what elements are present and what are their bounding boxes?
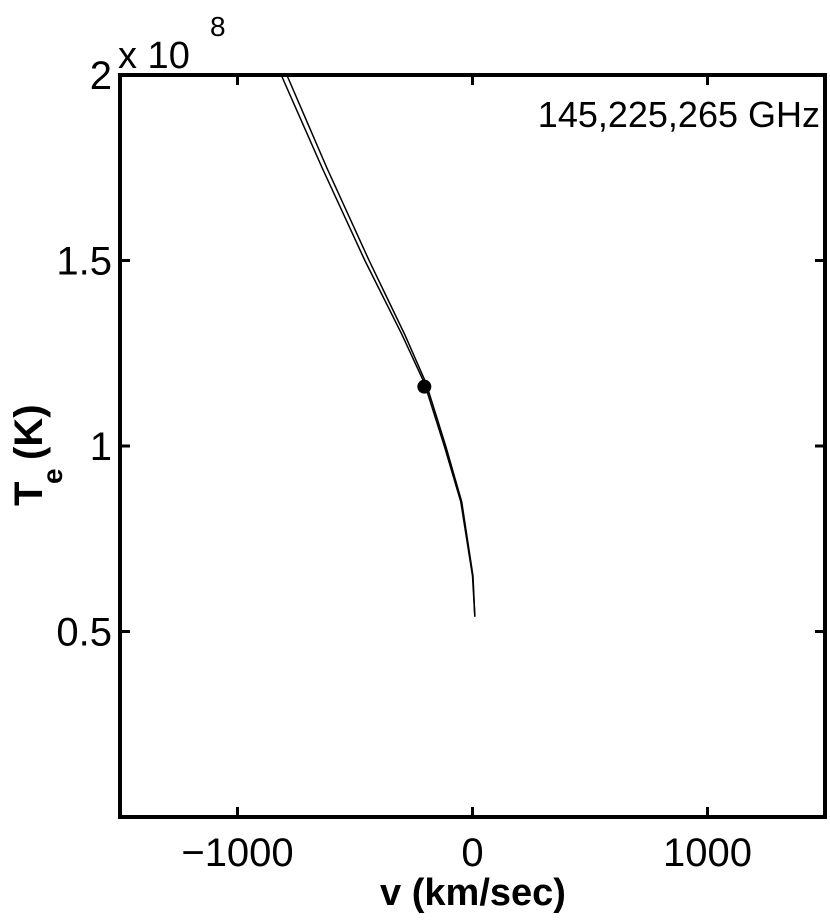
y-tick-label: 1 xyxy=(90,425,112,469)
annotation: 145,225,265 GHz xyxy=(538,94,820,135)
plot-frame xyxy=(118,73,827,819)
x-tick-label: 1000 xyxy=(663,831,752,875)
y-exponent-base: x 10 xyxy=(118,35,190,77)
y-label-subscript: e xyxy=(37,468,68,484)
x-tick-label: 0 xyxy=(461,831,483,875)
y-tick-label: 2 xyxy=(90,54,112,98)
y-label-unit: (K) xyxy=(7,404,51,460)
y-exponent-power: 8 xyxy=(210,11,226,42)
marker-point xyxy=(417,379,432,394)
curve xyxy=(286,74,476,617)
y-tick-label: 0.5 xyxy=(56,611,112,655)
y-label-main: T xyxy=(7,482,51,506)
x-tick-label: −1000 xyxy=(181,831,293,875)
curve xyxy=(280,74,476,617)
y-axis-label: T e (K) xyxy=(7,404,68,506)
x-axis-label: v (km/sec) xyxy=(380,872,566,914)
y-tick-label: 1.5 xyxy=(56,240,112,284)
